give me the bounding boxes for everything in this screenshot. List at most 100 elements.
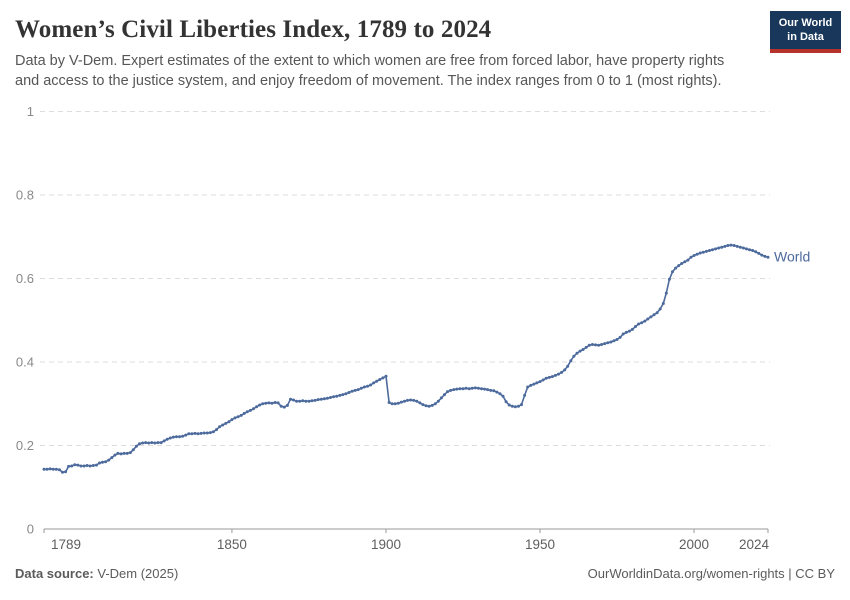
- world-line-point: [563, 368, 567, 372]
- world-line-point: [396, 401, 400, 405]
- world-line-point: [498, 392, 502, 396]
- world-line-point: [436, 399, 440, 403]
- world-line-point: [196, 432, 200, 436]
- world-line-point: [335, 394, 339, 398]
- world-line-point: [199, 431, 203, 435]
- world-line-point: [369, 383, 373, 387]
- y-tick-label: 1: [27, 104, 34, 119]
- world-line-point: [569, 359, 573, 363]
- world-line-point: [94, 463, 98, 467]
- world-line-point: [42, 467, 46, 471]
- world-line-point: [218, 425, 222, 429]
- world-line-point: [732, 244, 736, 247]
- world-line-point: [116, 451, 120, 455]
- world-line-point: [686, 258, 690, 262]
- world-line-point: [329, 396, 332, 399]
- world-line-point: [529, 383, 533, 387]
- world-line-point: [735, 244, 739, 248]
- world-line-point: [513, 405, 517, 409]
- world-line-point: [683, 260, 687, 264]
- world-line-point: [289, 397, 292, 401]
- world-line-point: [649, 315, 653, 319]
- world-series-label: World: [774, 249, 810, 265]
- world-line-point: [301, 399, 305, 403]
- world-line-point: [122, 451, 126, 455]
- world-line-point: [144, 441, 148, 445]
- world-line-point: [255, 405, 259, 409]
- world-line-point: [587, 343, 591, 347]
- world-line-point: [45, 467, 49, 471]
- world-line-point: [190, 432, 194, 436]
- world-line-point: [689, 255, 693, 259]
- world-line-point: [134, 444, 138, 448]
- world-line-point: [98, 461, 101, 465]
- world-line-point: [480, 387, 483, 391]
- world-line-point: [175, 435, 178, 439]
- world-line-point: [634, 325, 637, 328]
- world-line-point: [439, 396, 443, 400]
- world-line-point: [532, 382, 536, 386]
- world-line-point: [113, 453, 117, 457]
- world-line-point: [711, 248, 714, 252]
- world-line-point: [125, 451, 129, 455]
- world-line-point: [270, 401, 274, 405]
- world-line-point: [85, 464, 89, 467]
- world-line-point: [233, 416, 237, 420]
- world-line-point: [489, 388, 493, 392]
- world-line-point: [714, 247, 718, 251]
- world-line-point: [178, 435, 182, 439]
- world-line-point: [717, 246, 721, 250]
- world-line-point: [359, 386, 363, 390]
- world-line-point: [242, 411, 246, 415]
- owid-logo[interactable]: Our World in Data: [770, 11, 841, 53]
- world-line-point: [261, 402, 265, 406]
- world-line-point: [458, 387, 462, 391]
- world-line-point: [171, 435, 175, 439]
- world-line-point: [79, 464, 83, 468]
- world-line-point: [187, 432, 191, 436]
- world-line-point: [760, 253, 764, 257]
- world-line-point: [427, 404, 431, 408]
- world-line-point: [692, 254, 696, 257]
- world-line-point: [421, 403, 425, 407]
- world-line-point: [763, 254, 767, 258]
- world-line-point: [412, 398, 416, 402]
- world-line-point: [390, 402, 394, 406]
- world-line-point: [507, 403, 511, 407]
- world-line-point: [107, 458, 111, 462]
- world-line-point: [356, 388, 360, 392]
- world-line-point: [701, 250, 705, 254]
- world-line-point: [353, 388, 357, 392]
- world-line-point: [443, 393, 446, 397]
- world-line-point: [674, 266, 678, 270]
- world-line-point: [366, 384, 369, 388]
- world-line-series: [43, 244, 769, 474]
- world-line-point: [362, 385, 366, 389]
- world-line-point: [82, 464, 86, 468]
- world-line-point: [48, 467, 52, 471]
- world-line-point: [350, 389, 354, 393]
- world-line-point: [67, 464, 71, 468]
- world-line-point: [557, 372, 560, 376]
- world-line-point: [70, 464, 74, 468]
- world-line-point: [664, 291, 668, 295]
- y-tick-label: 0.2: [16, 438, 34, 453]
- world-line-point: [202, 431, 206, 435]
- world-line-point: [51, 467, 55, 471]
- world-line-point: [258, 403, 262, 407]
- world-line-point: [147, 441, 151, 445]
- world-line-point: [399, 400, 403, 404]
- world-line-point: [424, 404, 428, 408]
- world-line-point: [418, 401, 422, 405]
- world-line-point: [590, 343, 594, 346]
- world-line-point: [101, 460, 104, 464]
- footer-right: OurWorldinData.org/women-rights | CC BY: [588, 566, 835, 581]
- footer-url-link[interactable]: OurWorldinData.org/women-rights: [587, 566, 785, 581]
- world-line-point: [298, 399, 302, 403]
- world-line-point: [73, 463, 77, 467]
- world-line-point: [415, 399, 419, 403]
- world-line-point: [526, 385, 530, 389]
- world-line-point: [757, 251, 761, 255]
- world-line-point: [461, 387, 465, 391]
